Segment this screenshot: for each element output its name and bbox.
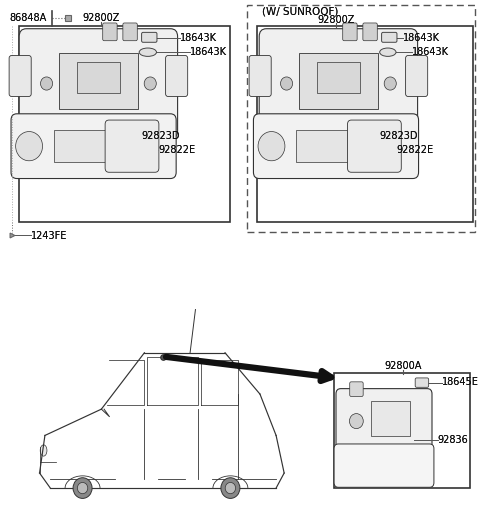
Text: 18645E: 18645E [442, 377, 479, 387]
Bar [371, 401, 410, 436]
Circle shape [16, 132, 43, 161]
Circle shape [221, 478, 240, 499]
Text: 18643K: 18643K [190, 47, 227, 57]
FancyBboxPatch shape [336, 388, 432, 448]
Circle shape [384, 77, 396, 90]
Circle shape [144, 77, 156, 90]
Text: 86848A: 86848A [10, 13, 47, 23]
Bar [54, 130, 118, 162]
Text: 92836: 92836 [438, 434, 468, 445]
Text: 92800Z: 92800Z [82, 13, 120, 23]
Text: 18643K: 18643K [190, 47, 227, 57]
Ellipse shape [380, 48, 396, 56]
Circle shape [386, 413, 399, 429]
Text: (W/ SUNROOF): (W/ SUNROOF) [262, 6, 338, 17]
FancyBboxPatch shape [259, 29, 418, 138]
Bar [317, 62, 360, 93]
FancyBboxPatch shape [103, 23, 117, 41]
FancyBboxPatch shape [348, 120, 401, 172]
Text: 18643K: 18643K [403, 32, 440, 43]
Text: 18643K: 18643K [403, 32, 440, 43]
Text: 92823D: 92823D [379, 130, 418, 141]
FancyBboxPatch shape [415, 378, 429, 387]
FancyBboxPatch shape [363, 23, 377, 41]
Bar [19, 26, 230, 222]
Ellipse shape [139, 48, 156, 56]
Text: (W/ SUNROOF): (W/ SUNROOF) [262, 6, 338, 17]
Text: 18645E: 18645E [442, 377, 479, 387]
Text: 1243FE: 1243FE [31, 231, 68, 241]
Bar [77, 62, 120, 93]
FancyBboxPatch shape [350, 382, 363, 397]
Circle shape [73, 478, 92, 499]
Text: 92822E: 92822E [396, 145, 433, 156]
Text: 92822E: 92822E [158, 145, 195, 156]
FancyBboxPatch shape [406, 55, 428, 97]
Text: 92800Z: 92800Z [317, 15, 355, 25]
Bar [59, 53, 138, 109]
FancyBboxPatch shape [334, 444, 434, 488]
Text: 92823D: 92823D [142, 130, 180, 141]
FancyBboxPatch shape [11, 114, 176, 179]
FancyBboxPatch shape [9, 55, 31, 97]
Circle shape [349, 413, 363, 429]
FancyBboxPatch shape [382, 32, 397, 42]
Bar [334, 373, 470, 488]
FancyBboxPatch shape [123, 23, 137, 41]
Bar [247, 5, 475, 232]
FancyBboxPatch shape [166, 55, 188, 97]
Text: 86848A: 86848A [10, 13, 47, 23]
Text: 92800Z: 92800Z [82, 13, 120, 23]
FancyBboxPatch shape [249, 55, 271, 97]
Text: 18643K: 18643K [412, 47, 449, 57]
Text: 18643K: 18643K [180, 32, 217, 43]
Bar [257, 26, 473, 222]
Circle shape [225, 482, 236, 494]
Ellipse shape [40, 445, 47, 456]
Text: 92836: 92836 [438, 434, 468, 445]
Text: 92800A: 92800A [384, 361, 422, 372]
Bar [296, 130, 360, 162]
Text: 92822E: 92822E [396, 145, 433, 156]
Circle shape [40, 77, 53, 90]
FancyBboxPatch shape [105, 120, 159, 172]
FancyBboxPatch shape [253, 114, 419, 179]
Circle shape [258, 132, 285, 161]
FancyBboxPatch shape [142, 32, 157, 42]
Text: 92800Z: 92800Z [317, 15, 355, 25]
FancyBboxPatch shape [343, 23, 357, 41]
Text: 92823D: 92823D [379, 130, 418, 141]
Circle shape [280, 77, 293, 90]
Text: 18643K: 18643K [412, 47, 449, 57]
Text: 92800A: 92800A [384, 361, 422, 372]
Text: 92823D: 92823D [142, 130, 180, 141]
FancyBboxPatch shape [19, 29, 178, 138]
Text: 1243FE: 1243FE [31, 231, 68, 241]
Bar [299, 53, 378, 109]
Text: 92822E: 92822E [158, 145, 195, 156]
Circle shape [77, 482, 88, 494]
Text: 18643K: 18643K [180, 32, 217, 43]
